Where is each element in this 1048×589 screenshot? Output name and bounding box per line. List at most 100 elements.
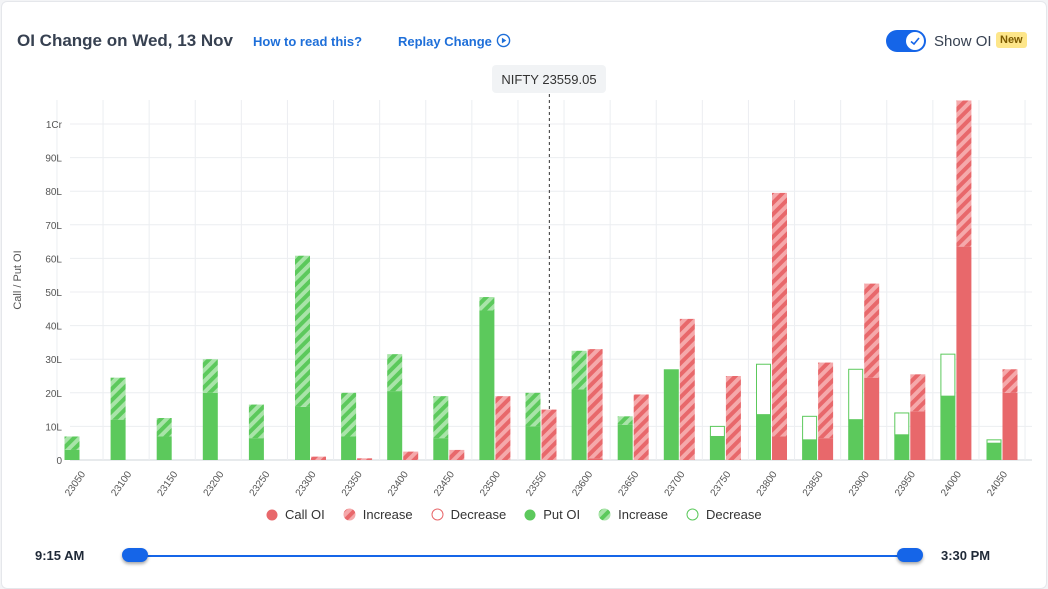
call-increase-bar [403, 451, 419, 460]
put-oi-bar [479, 310, 495, 460]
call-oi-bar [587, 458, 603, 460]
put-oi-bar [802, 439, 818, 460]
y-tick-label: 50L [45, 288, 62, 299]
y-axis-title: Call / Put OI [12, 250, 24, 309]
put-decrease-swatch-icon [686, 508, 699, 521]
timeline-slider-track[interactable] [135, 555, 910, 557]
y-tick-label: 30L [45, 355, 62, 366]
put-decrease-bar [802, 415, 818, 441]
put-oi-bar [571, 389, 587, 460]
play-icon[interactable] [496, 33, 511, 48]
x-tick-label: 23450 [432, 469, 457, 498]
put-oi-bar [156, 436, 172, 460]
call-increase-bar [818, 362, 834, 439]
put-increase-bar [248, 404, 264, 439]
check-icon [910, 37, 920, 46]
put-increase-bar [479, 297, 495, 311]
put-increase-bar [571, 350, 587, 390]
call-increase-bar [772, 192, 787, 437]
call-decrease-swatch-icon [431, 508, 444, 521]
x-tick-label: 23650 [616, 469, 641, 498]
call-oi-bar [1002, 392, 1018, 460]
legend-call-increase-label: Increase [362, 507, 413, 522]
put-increase-bar [156, 418, 172, 437]
put-oi-bar [64, 449, 80, 460]
y-tick-label: 90L [45, 154, 62, 165]
put-oi-bar [202, 392, 218, 460]
timeline-end-label: 3:30 PM [941, 548, 991, 563]
put-increase-swatch-icon [598, 508, 611, 521]
how-to-read-link[interactable]: How to read this? [253, 34, 363, 49]
x-tick-label: 23950 [893, 469, 918, 498]
x-tick-label: 23550 [524, 469, 549, 498]
put-oi-bar [663, 369, 679, 460]
legend-put-oi[interactable]: Put OI [524, 507, 580, 522]
legend-call-decrease[interactable]: Decrease [431, 507, 507, 522]
legend-call-decrease-label: Decrease [450, 507, 507, 522]
timeline-end-handle[interactable] [897, 548, 923, 562]
x-tick-label: 23750 [709, 469, 734, 498]
call-increase-bar [956, 100, 972, 247]
call-increase-bar [633, 394, 649, 460]
x-tick-label: 24050 [985, 469, 1010, 498]
legend-put-increase[interactable]: Increase [598, 507, 668, 522]
put-decrease-bar [894, 412, 910, 436]
put-increase-bar [64, 436, 80, 450]
put-decrease-bar [940, 353, 956, 397]
put-oi-bar [756, 414, 771, 460]
call-increase-bar [725, 376, 741, 460]
y-tick-label: 70L [45, 221, 62, 232]
put-increase-bar [387, 354, 403, 392]
x-tick-label: 23350 [340, 469, 365, 498]
call-oi-swatch-icon [266, 509, 278, 520]
x-tick-label: 23900 [847, 469, 872, 498]
put-decrease-bar [756, 363, 771, 416]
y-tick-label: 80L [45, 187, 62, 198]
call-increase-bar [864, 283, 880, 378]
toggle-knob [906, 32, 924, 50]
put-decrease-bar [848, 368, 864, 421]
y-tick-label: 0 [56, 456, 62, 467]
x-tick-label: 23850 [801, 469, 826, 498]
show-oi-label: Show OI [934, 33, 992, 50]
y-tick-label: 1Cr [46, 120, 63, 131]
put-increase-bar [341, 392, 357, 437]
put-oi-bar [940, 396, 956, 460]
call-increase-bar [587, 349, 603, 459]
call-increase-swatch-icon [343, 508, 356, 521]
put-oi-bar [433, 438, 449, 460]
new-badge: New [996, 32, 1027, 48]
call-increase-bar [1002, 369, 1018, 393]
timeline-start-handle[interactable] [122, 548, 148, 562]
spot-price-label: NIFTY 23559.05 [492, 65, 606, 93]
legend-call-increase[interactable]: Increase [343, 507, 413, 522]
show-oi-toggle[interactable] [886, 30, 926, 52]
x-tick-label: 23250 [248, 469, 273, 498]
x-tick-label: 23500 [478, 469, 503, 498]
x-tick-label: 23150 [155, 469, 180, 498]
legend-call-oi-label: Call OI [285, 507, 325, 522]
call-oi-bar [772, 436, 787, 460]
legend-put-decrease[interactable]: Decrease [686, 507, 762, 522]
replay-change-button[interactable]: Replay Change [398, 34, 492, 49]
put-oi-bar [894, 434, 910, 460]
call-oi-bar [956, 246, 972, 460]
y-tick-label: 40L [45, 322, 62, 333]
put-oi-bar [341, 436, 357, 460]
x-tick-label: 23600 [570, 469, 595, 498]
x-tick-label: 23800 [755, 469, 780, 498]
legend-put-oi-label: Put OI [543, 507, 581, 522]
x-tick-label: 23300 [294, 469, 319, 498]
oi-bar-chart: 0 10L 20L 30L 40L 50L 60L 70L 80L 90L 1Cr 23050 2310… [12, 94, 1032, 499]
call-increase-bar [357, 458, 373, 460]
put-oi-bar [986, 443, 1002, 460]
put-decrease-bar [709, 425, 725, 437]
put-oi-bar [110, 419, 126, 460]
y-tick-label: 20L [45, 389, 62, 400]
timeline-start-label: 9:15 AM [35, 548, 85, 563]
x-tick-label: 23700 [663, 469, 688, 498]
put-oi-bar [617, 424, 633, 460]
legend-call-oi[interactable]: Call OI [266, 507, 325, 522]
put-increase-bar [110, 377, 126, 420]
x-tick-label: 23200 [202, 469, 227, 498]
